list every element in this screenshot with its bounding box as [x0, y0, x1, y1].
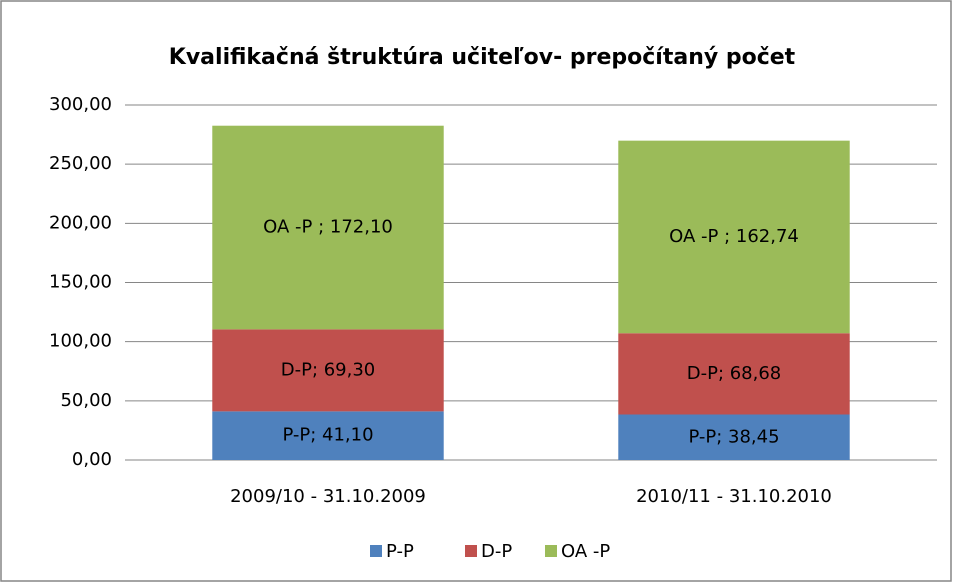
y-tick-label: 150,00: [49, 272, 112, 293]
x-tick-label: 2010/11 - 31.10.2010: [636, 486, 832, 507]
y-tick-label: 50,00: [60, 390, 112, 411]
chart-title: Kvalifikačná štruktúra učiteľov- prepočí…: [169, 45, 796, 70]
legend-label: OA -P: [561, 541, 610, 562]
y-tick-label: 300,00: [49, 94, 112, 115]
bar-segment: [212, 329, 444, 412]
bar-segment: [618, 140, 850, 334]
legend-swatch: [370, 545, 382, 557]
bar-segment: [212, 411, 444, 460]
y-tick-label: 0,00: [72, 449, 112, 470]
bar-segment: [618, 333, 850, 415]
data-label: P-P; 41,10: [282, 425, 373, 446]
bar-segment: [212, 125, 444, 330]
legend-label: D-P: [481, 541, 512, 562]
y-tick-label: 250,00: [49, 153, 112, 174]
x-tick-label: 2009/10 - 31.10.2009: [230, 486, 426, 507]
data-label: OA -P ; 172,10: [263, 217, 393, 238]
legend-label: P-P: [386, 541, 414, 562]
data-label: OA -P ; 162,74: [669, 226, 799, 247]
y-tick-label: 200,00: [49, 212, 112, 233]
bar-segment: [618, 414, 850, 460]
legend-swatch: [545, 545, 557, 557]
legend-swatch: [465, 545, 477, 557]
y-tick-label: 100,00: [49, 331, 112, 352]
data-label: P-P; 38,45: [688, 426, 779, 447]
data-label: D-P; 68,68: [687, 363, 782, 384]
data-label: D-P; 69,30: [281, 359, 376, 380]
